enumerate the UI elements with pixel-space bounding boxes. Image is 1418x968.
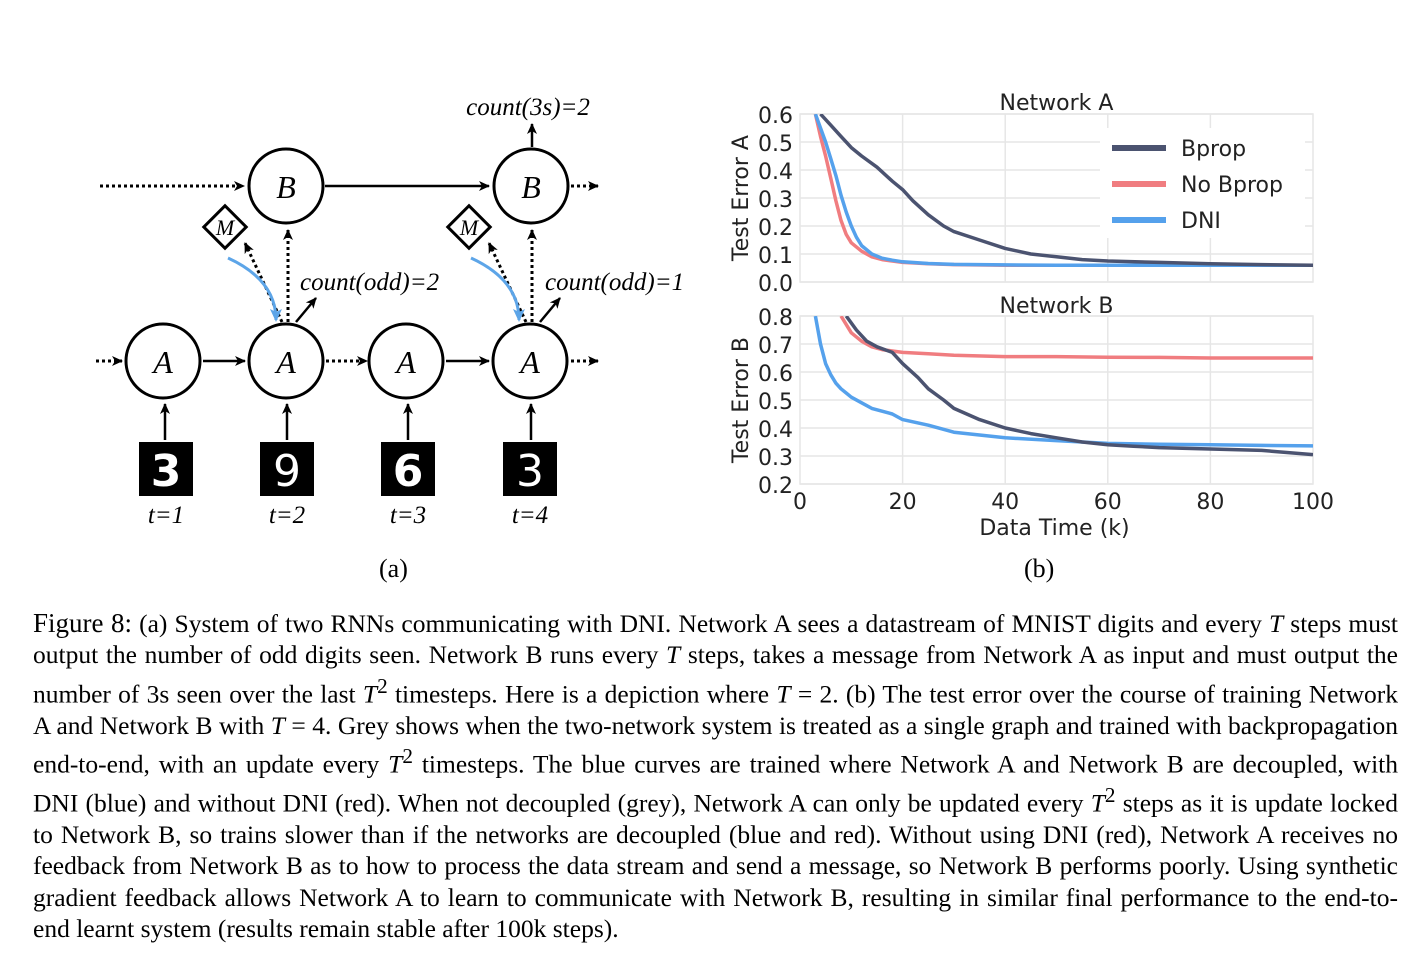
x-tick-label: 60	[1094, 490, 1122, 515]
subfigure-b-label: (b)	[1024, 554, 1055, 583]
x-tick-label: 40	[991, 490, 1019, 515]
time-label-3: t=3	[390, 502, 426, 529]
node-a2: A	[247, 322, 325, 400]
x-tick-label: 20	[889, 490, 917, 515]
caption-text-4: timesteps. Here is a depiction where	[387, 679, 777, 709]
node-b2-label: B	[521, 169, 541, 205]
rnn-communication-diagram: B B M M A A A A count(3s)=2 count(odd)=2…	[96, 94, 684, 529]
node-a1-label: A	[151, 344, 173, 380]
panel-title-b: Network B	[1000, 294, 1114, 319]
mnist-digit-1: 3	[139, 442, 193, 497]
node-b2: B	[492, 147, 570, 225]
legend: Bprop No Bprop DNI	[1100, 128, 1305, 238]
network-b-panel: 0.8 0.7 0.6 0.5 0.4 0.3 0.2 Network B Test Error…	[729, 294, 1334, 541]
y-tick-label-b: 0.8	[758, 306, 793, 331]
caption-superscript: 2	[1104, 783, 1116, 808]
time-label-4: t=4	[512, 502, 548, 529]
y-axis-label-b: Test Error B	[729, 337, 754, 464]
node-b1-label: B	[276, 169, 296, 205]
y-tick-label-a: 0.5	[758, 132, 793, 157]
series-line-bprop-b	[844, 316, 1313, 457]
node-a3-label: A	[394, 344, 416, 380]
panel-title-a: Network A	[1000, 91, 1114, 116]
y-tick-label-a: 0.1	[758, 244, 793, 269]
node-a4-label: A	[518, 344, 540, 380]
caption-text-5: timesteps. The blue curves are trained w…	[33, 749, 1398, 818]
y-tick-label-a: 0.3	[758, 188, 793, 213]
subfigure-a-label: (a)	[379, 554, 408, 583]
digit-4-glyph: 3	[516, 446, 544, 497]
node-m2: M	[445, 203, 493, 251]
y-tick-label-b: 0.3	[758, 446, 793, 471]
legend-label-bprop: Bprop	[1181, 137, 1246, 162]
digit-1-glyph: 3	[151, 446, 182, 497]
legend-label-no-bprop: No Bprop	[1181, 173, 1283, 198]
y-tick-label-a: 0.4	[758, 160, 793, 185]
y-axis-label-a: Test Error A	[729, 135, 754, 262]
m2-message-arrow	[470, 256, 525, 322]
mnist-digit-4: 3	[503, 442, 557, 497]
y-tick-label-b: 0.5	[758, 390, 793, 415]
digit-3-glyph: 6	[393, 446, 424, 497]
caption-var-t: T	[388, 749, 403, 779]
node-a1: A	[124, 322, 202, 400]
caption-text-6: steps as it is update locked to Network …	[33, 788, 1398, 944]
figure-caption: Figure 8: (a) System of two RNNs communi…	[33, 608, 1398, 945]
count-odd-label-2: count(odd)=1	[545, 269, 684, 296]
caption-var-t: T	[362, 679, 378, 709]
caption-superscript: 2	[402, 744, 413, 769]
digit-2-glyph: 9	[273, 446, 301, 497]
y-tick-label-b: 0.2	[758, 474, 793, 499]
a4-count-arrow	[539, 297, 561, 323]
x-axis-label: Data Time (k)	[979, 516, 1129, 541]
caption-text-1: (a) System of two RNNs communicating wit…	[139, 609, 1269, 638]
caption-text-3: steps, takes a message from Network A as…	[33, 640, 1398, 709]
node-m1-label: M	[215, 215, 236, 240]
caption-var-t: T	[666, 640, 681, 670]
count-3s-label: count(3s)=2	[466, 94, 590, 121]
series-line-dni-b	[813, 316, 1313, 448]
node-m2-label: M	[459, 215, 480, 240]
a4-to-m2-dotted-arrow	[487, 242, 528, 323]
count-odd-label-1: count(odd)=2	[300, 269, 439, 296]
mnist-digit-3: 6	[381, 442, 435, 497]
caption-var-t: T	[270, 710, 285, 740]
y-tick-label-a: 0.0	[758, 272, 793, 297]
x-tick-label: 80	[1196, 490, 1224, 515]
caption-text-2: steps must output the number of odd digi…	[33, 609, 1399, 670]
node-a2-label: A	[274, 344, 296, 380]
node-a4: A	[491, 322, 569, 400]
node-b1: B	[247, 147, 325, 225]
x-tick-label: 0	[793, 490, 807, 515]
test-error-plots: 0.6 0.5 0.4 0.3 0.2 0.1 0.0 Network A Test Error…	[729, 91, 1334, 541]
caption-superscript: 2	[377, 673, 388, 698]
mnist-digit-2: 9	[260, 442, 314, 497]
x-tick-label: 100	[1292, 490, 1334, 515]
time-label-1: t=1	[148, 502, 184, 529]
node-a3: A	[367, 322, 445, 400]
y-tick-label-b: 0.6	[758, 362, 793, 387]
y-tick-label-b: 0.7	[758, 334, 793, 359]
caption-eq-t2: = 2. (b) The test error over the course …	[33, 679, 1398, 740]
series-line-dni-a	[813, 114, 1313, 267]
caption-var-t: T	[1090, 788, 1105, 818]
a2-count-arrow	[295, 297, 317, 323]
series-line-no-bprop-b	[839, 316, 1313, 360]
series-line-bprop-a	[819, 114, 1313, 267]
time-label-2: t=2	[269, 502, 305, 529]
caption-figure-label: Figure 8:	[33, 608, 132, 638]
y-tick-label-b: 0.4	[758, 418, 793, 443]
m1-message-arrow	[227, 256, 282, 322]
caption-var-t: T	[1268, 609, 1284, 638]
caption-eq-t4: = 4. Grey shows when the two-network sys…	[33, 710, 1398, 779]
y-tick-label-a: 0.2	[758, 216, 793, 241]
node-m1: M	[201, 203, 249, 251]
y-tick-label-a: 0.6	[758, 104, 793, 129]
caption-var-t: T	[776, 679, 791, 709]
legend-label-dni: DNI	[1181, 209, 1221, 234]
